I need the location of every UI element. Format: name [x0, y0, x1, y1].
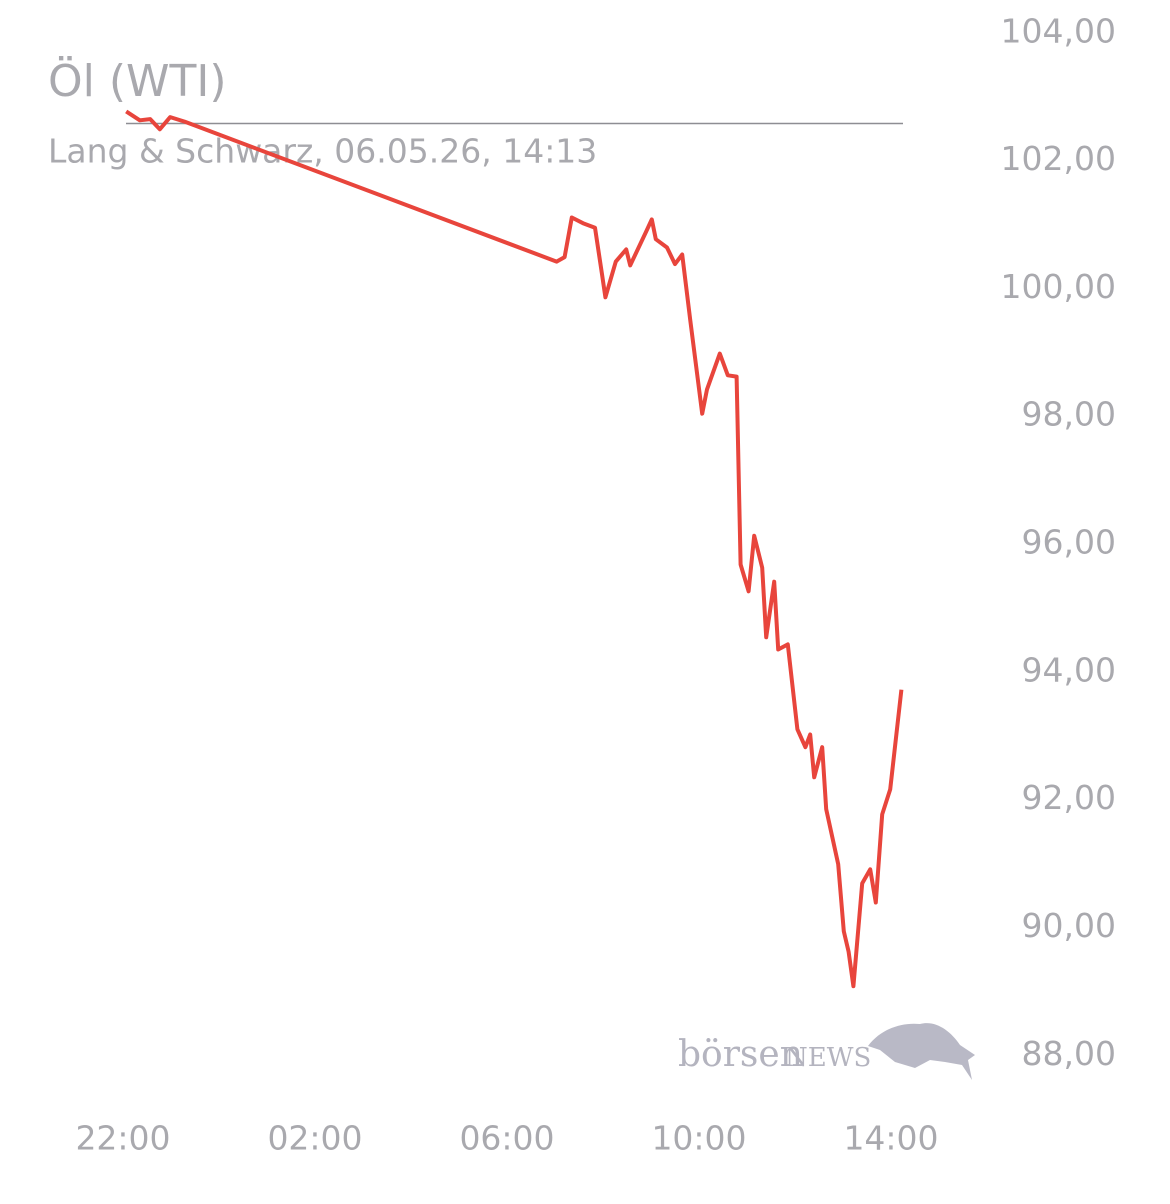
chart-title: Öl (WTI): [48, 55, 227, 107]
logo-text: NEWS: [785, 1043, 871, 1073]
x-tick-label: 02:00: [267, 1119, 362, 1158]
y-tick-label: 88,00: [1022, 1034, 1116, 1073]
y-tick-label: 90,00: [1022, 906, 1116, 945]
y-tick-label: 98,00: [1022, 395, 1116, 434]
x-tick-label: 06:00: [459, 1119, 554, 1158]
y-tick-label: 100,00: [1001, 267, 1116, 306]
logo-text: börsen: [678, 1034, 803, 1075]
x-tick-label: 22:00: [75, 1119, 170, 1158]
y-tick-label: 96,00: [1022, 523, 1116, 562]
price-line: [125, 109, 904, 989]
logo-bull: [868, 1023, 975, 1080]
y-tick-label: 102,00: [1001, 139, 1116, 178]
x-tick-label: 14:00: [843, 1119, 938, 1158]
y-tick-label: 92,00: [1022, 778, 1116, 817]
y-tick-label: 104,00: [1001, 11, 1116, 50]
y-tick-label: 94,00: [1022, 650, 1116, 689]
chart-subtitle: Lang & Schwarz, 06.05.26, 14:13: [48, 132, 597, 171]
logo: börsen NEWS: [678, 1023, 975, 1080]
x-tick-label: 10:00: [651, 1119, 746, 1158]
